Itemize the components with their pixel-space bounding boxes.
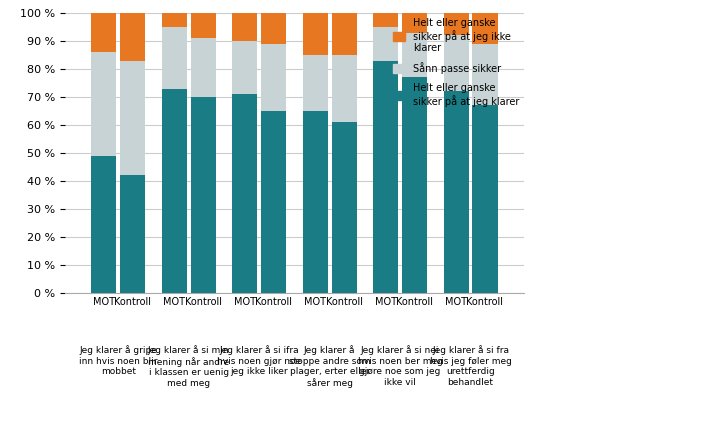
Bar (232, 94, 257, 293)
Bar (373, 27, 398, 61)
Bar (302, 55, 327, 111)
Bar (120, 175, 145, 293)
Bar (191, 13, 215, 38)
Bar (261, 44, 286, 111)
Bar (191, 97, 215, 293)
Text: Jeg klarer å si min
mening når andre
i klassen er uenig
med meg: Jeg klarer å si min mening når andre i k… (148, 346, 230, 388)
Bar (332, 13, 357, 55)
Bar (472, 13, 498, 44)
Bar (162, 27, 187, 89)
Bar (332, 55, 357, 122)
Bar (472, 105, 498, 293)
Bar (91, 52, 116, 156)
Bar (232, 41, 257, 94)
Bar (232, 13, 257, 41)
Bar (120, 13, 145, 61)
Bar (91, 156, 116, 293)
Bar (402, 33, 427, 77)
Bar (373, 61, 398, 293)
Bar (402, 77, 427, 293)
Bar (373, 13, 398, 27)
Bar (91, 13, 116, 52)
Bar (444, 91, 469, 293)
Bar (162, 89, 187, 293)
Bar (191, 38, 215, 97)
Bar (162, 13, 187, 27)
Bar (444, 35, 469, 91)
Text: Jeg klarer å gripe
inn hvis noen blir
mobbet: Jeg klarer å gripe inn hvis noen blir mo… (79, 346, 157, 376)
Text: Jeg klarer å si nei
hvis noen ber meg
gjøre noe som jeg
ikke vil: Jeg klarer å si nei hvis noen ber meg gj… (358, 346, 442, 387)
Bar (302, 13, 327, 55)
Bar (402, 13, 427, 33)
Bar (444, 13, 469, 35)
Text: Jeg klarer å si ifra
hvis noen gjør noe
jeg ikke liker: Jeg klarer å si ifra hvis noen gjør noe … (217, 346, 302, 376)
Text: Jeg klarer å si fra
hvis jeg føler meg
urettferdig
behandlet: Jeg klarer å si fra hvis jeg føler meg u… (429, 346, 511, 387)
Bar (120, 61, 145, 175)
Bar (302, 111, 327, 293)
Bar (472, 44, 498, 105)
Text: Jeg klarer å
stoppe andre som
plager, erter eller
sårer meg: Jeg klarer å stoppe andre som plager, er… (289, 346, 370, 388)
Legend: Helt eller ganske
sikker på at jeg ikke
klarer, Sånn passe sikker, Helt eller ga: Helt eller ganske sikker på at jeg ikke … (393, 18, 519, 107)
Bar (261, 111, 286, 293)
Bar (332, 122, 357, 293)
Bar (261, 13, 286, 44)
